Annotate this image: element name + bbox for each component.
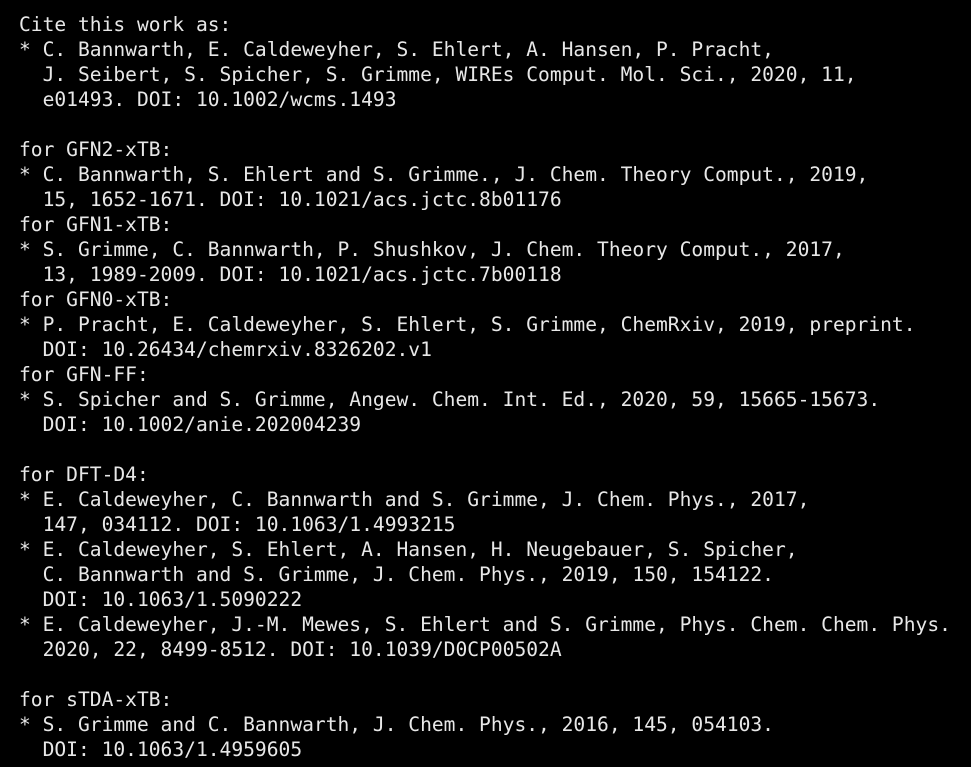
- terminal-line: DOI: 10.1063/1.4959605: [19, 738, 303, 761]
- terminal-line: [19, 437, 951, 462]
- terminal-line: 13, 1989-2009. DOI: 10.1021/acs.jctc.7b0…: [19, 263, 562, 286]
- terminal-line: * E. Caldeweyher, C. Bannwarth and S. Gr…: [19, 488, 810, 511]
- terminal-line: 147, 034112. DOI: 10.1063/1.4993215: [19, 513, 456, 536]
- terminal-line: DOI: 10.1063/1.5090222: [19, 588, 303, 611]
- terminal-line: * S. Grimme and C. Bannwarth, J. Chem. P…: [19, 713, 774, 736]
- terminal-line: 2020, 22, 8499-8512. DOI: 10.1039/D0CP00…: [19, 638, 562, 661]
- terminal-line: for sTDA-xTB:: [19, 688, 173, 711]
- terminal-line: for GFN-FF:: [19, 363, 149, 386]
- terminal-line: DOI: 10.1002/anie.202004239: [19, 413, 362, 436]
- terminal-line: * S. Grimme, C. Bannwarth, P. Shushkov, …: [19, 238, 845, 261]
- terminal-line: for DFT-D4:: [19, 463, 149, 486]
- terminal-line: [19, 112, 951, 137]
- terminal-line: C. Bannwarth and S. Grimme, J. Chem. Phy…: [19, 563, 774, 586]
- terminal-line: * P. Pracht, E. Caldeweyher, S. Ehlert, …: [19, 313, 916, 336]
- terminal-line: * E. Caldeweyher, J.-M. Mewes, S. Ehlert…: [19, 613, 951, 636]
- terminal-line: for GFN2-xTB:: [19, 138, 173, 161]
- terminal-line: 15, 1652-1671. DOI: 10.1021/acs.jctc.8b0…: [19, 188, 562, 211]
- terminal-line: J. Seibert, S. Spicher, S. Grimme, WIREs…: [19, 63, 857, 86]
- terminal-line: * C. Bannwarth, E. Caldeweyher, S. Ehler…: [19, 38, 774, 61]
- terminal-line: * S. Spicher and S. Grimme, Angew. Chem.…: [19, 388, 881, 411]
- terminal-output: Cite this work as: * C. Bannwarth, E. Cal…: [19, 12, 951, 762]
- terminal-line: * C. Bannwarth, S. Ehlert and S. Grimme.…: [19, 163, 869, 186]
- terminal-line: * E. Caldeweyher, S. Ehlert, A. Hansen, …: [19, 538, 798, 561]
- terminal-line: [19, 662, 951, 687]
- terminal-line: e01493. DOI: 10.1002/wcms.1493: [19, 88, 397, 111]
- terminal-line: for GFN1-xTB:: [19, 213, 173, 236]
- terminal-line: for GFN0-xTB:: [19, 288, 173, 311]
- terminal-line: DOI: 10.26434/chemrxiv.8326202.v1: [19, 338, 432, 361]
- terminal-line: Cite this work as:: [19, 13, 232, 36]
